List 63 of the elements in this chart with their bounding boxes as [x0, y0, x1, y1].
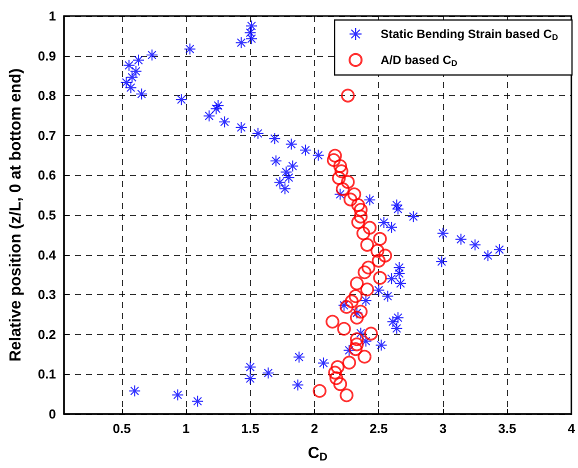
- point: [312, 384, 327, 398]
- y-tick-label: 1: [48, 8, 56, 24]
- point: [350, 332, 364, 346]
- y-axis-title: Relative position (z/L, 0 at bottom end): [8, 68, 24, 362]
- point: [328, 366, 342, 380]
- y-tick-label: 0.5: [38, 208, 56, 222]
- y-tick-label: 0: [48, 406, 56, 422]
- point: [350, 276, 364, 290]
- y-tick-label: 0.8: [38, 88, 56, 104]
- x-tick-label: 1.5: [241, 421, 260, 436]
- x-tick-label: 4: [568, 421, 576, 436]
- point: [370, 244, 384, 258]
- point: [373, 232, 387, 246]
- point: [344, 192, 358, 206]
- y-tick-label: 0.9: [38, 48, 56, 64]
- y-tick-label: 0.7: [38, 128, 56, 143]
- point: [350, 310, 364, 325]
- point: [362, 220, 377, 235]
- point: [350, 337, 364, 352]
- point: [326, 314, 340, 329]
- point: [326, 153, 341, 167]
- point: [360, 238, 374, 252]
- point: [332, 171, 346, 185]
- point: [337, 322, 351, 336]
- point: [372, 254, 386, 268]
- point: [360, 282, 374, 296]
- point: [340, 88, 355, 102]
- point: [354, 202, 368, 217]
- point: [334, 164, 348, 178]
- x-tick-label: 0.5: [112, 421, 131, 436]
- point: [330, 360, 345, 374]
- y-tick-label: 0.3: [38, 287, 56, 302]
- y-tick-label: 0.4: [38, 247, 57, 262]
- point: [354, 210, 368, 224]
- point: [329, 371, 344, 386]
- point: [373, 270, 387, 285]
- point: [328, 148, 342, 163]
- point: [358, 350, 372, 364]
- point: [378, 248, 392, 262]
- point: [347, 187, 362, 202]
- point: [340, 175, 355, 189]
- x-tick-label: 1: [182, 421, 190, 436]
- point: [344, 294, 359, 308]
- y-tick-label: 0.2: [38, 326, 56, 342]
- x-tick-label: 3: [439, 421, 447, 436]
- point: [340, 388, 354, 402]
- x-tick-label: 2.5: [370, 421, 388, 436]
- point: [333, 377, 348, 392]
- point: [351, 198, 366, 212]
- point: [356, 226, 370, 240]
- point: [340, 300, 354, 314]
- x-tick-label: 3.5: [498, 421, 516, 436]
- point: [362, 260, 376, 274]
- point: [348, 289, 362, 304]
- y-tick-label: 0.6: [38, 168, 56, 183]
- point: [354, 304, 368, 319]
- y-tick-label: 0.1: [38, 366, 56, 382]
- point: [351, 215, 366, 230]
- point: [342, 356, 356, 370]
- point: [333, 159, 348, 173]
- point: [358, 265, 372, 280]
- point: [364, 326, 378, 340]
- x-tick-label: 2: [310, 421, 318, 436]
